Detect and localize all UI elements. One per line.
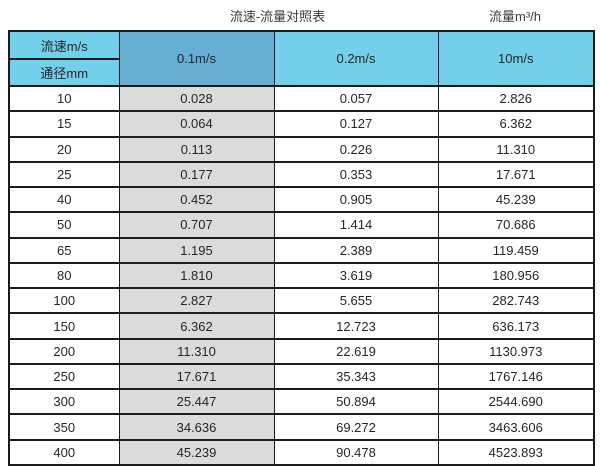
- table-row: 400 45.239 90.478 4523.893: [8, 438, 595, 466]
- column-header-0_2ms: 0.2m/s: [273, 30, 439, 87]
- flow-value-cell: 1767.146: [437, 362, 595, 391]
- diameter-cell: 100: [8, 287, 120, 315]
- flow-value-cell: 25.447: [118, 388, 275, 416]
- header-row-top: 流速m/s 0.1m/s 0.2m/s 10m/s: [8, 30, 595, 87]
- table-body: 10 0.028 0.057 2.826 15 0.064 0.127 6.362 20 0.11…: [8, 84, 595, 466]
- flow-value-cell: 282.743: [437, 287, 595, 315]
- flow-rate-table: 流速m/s 0.1m/s 0.2m/s 10m/s 通径mm 10 0.028 0.…: [8, 30, 595, 466]
- flow-value-cell: 12.723: [273, 312, 439, 340]
- table-row: 150 6.362 12.723 636.173: [8, 312, 595, 340]
- table-row: 200 11.310 22.619 1130.973: [8, 337, 595, 365]
- table-title: 流速-流量对照表: [229, 9, 326, 24]
- flow-value-cell: 1.195: [118, 236, 275, 264]
- diameter-cell: 20: [8, 135, 120, 163]
- table-row: 15 0.064 0.127 6.362: [8, 110, 595, 138]
- flow-value-cell: 1.810: [118, 261, 275, 290]
- flow-value-cell: 0.226: [273, 135, 439, 163]
- table-row: 40 0.452 0.905 45.239: [8, 186, 595, 214]
- column-header-10ms: 10m/s: [437, 30, 595, 87]
- flow-value-cell: 11.310: [118, 337, 275, 365]
- table-row: 65 1.195 2.389 119.459: [8, 236, 595, 264]
- diameter-cell: 350: [8, 413, 120, 441]
- flow-value-cell: 2544.690: [437, 388, 595, 416]
- diameter-cell: 15: [8, 110, 120, 138]
- flow-value-cell: 69.272: [273, 413, 439, 441]
- flow-unit-label: 流量m³/h: [488, 9, 541, 24]
- diameter-cell: 300: [8, 388, 120, 416]
- diameter-cell: 65: [8, 236, 120, 264]
- column-header-0_1ms: 0.1m/s: [118, 30, 275, 87]
- flow-value-cell: 22.619: [273, 337, 439, 365]
- flow-value-cell: 2.826: [437, 84, 595, 113]
- flow-value-cell: 35.343: [273, 362, 439, 391]
- flow-value-cell: 0.028: [118, 84, 275, 113]
- flow-value-cell: 0.905: [273, 186, 439, 214]
- corner-velocity-label: 流速m/s: [8, 30, 120, 60]
- diameter-cell: 250: [8, 362, 120, 391]
- diameter-cell: 400: [8, 438, 120, 466]
- flow-value-cell: 180.956: [437, 261, 595, 290]
- title-bar: 流速-流量对照表 流量m³/h: [0, 0, 600, 30]
- table-row: 100 2.827 5.655 282.743: [8, 287, 595, 315]
- table-row: 20 0.113 0.226 11.310: [8, 135, 595, 163]
- flow-value-cell: 11.310: [437, 135, 595, 163]
- flow-value-cell: 0.177: [118, 160, 275, 189]
- flow-value-cell: 3463.606: [437, 413, 595, 441]
- table-row: 80 1.810 3.619 180.956: [8, 261, 595, 290]
- flow-value-cell: 4523.893: [437, 438, 595, 466]
- header-row-bottom: 通径mm: [8, 58, 594, 87]
- flow-value-cell: 0.127: [273, 110, 439, 138]
- table-row: 10 0.028 0.057 2.826: [8, 84, 595, 113]
- table-row: 350 34.636 69.272 3463.606: [8, 413, 595, 441]
- flow-value-cell: 0.064: [118, 110, 275, 138]
- flow-value-cell: 1130.973: [437, 337, 595, 365]
- flow-value-cell: 0.353: [273, 160, 439, 189]
- flow-value-cell: 3.619: [273, 261, 439, 290]
- flow-value-cell: 90.478: [273, 438, 439, 466]
- table-header: 流速m/s 0.1m/s 0.2m/s 10m/s 通径mm: [8, 30, 595, 87]
- flow-value-cell: 50.894: [273, 388, 439, 416]
- flow-value-cell: 17.671: [437, 160, 595, 189]
- table-row: 50 0.707 1.414 70.686: [8, 211, 595, 239]
- flow-value-cell: 0.452: [118, 186, 275, 214]
- flow-value-cell: 2.389: [273, 236, 439, 264]
- flow-value-cell: 1.414: [273, 211, 439, 239]
- flow-value-cell: 119.459: [437, 236, 595, 264]
- flow-value-cell: 2.827: [118, 287, 275, 315]
- flow-value-cell: 6.362: [118, 312, 275, 340]
- table-row: 250 17.671 35.343 1767.146: [8, 362, 595, 391]
- diameter-cell: 25: [8, 160, 120, 189]
- flow-value-cell: 6.362: [437, 110, 595, 138]
- flow-value-cell: 34.636: [118, 413, 275, 441]
- flow-value-cell: 17.671: [118, 362, 275, 391]
- flow-value-cell: 45.239: [437, 186, 595, 214]
- flow-value-cell: 70.686: [437, 211, 595, 239]
- flow-value-cell: 0.057: [273, 84, 439, 113]
- diameter-cell: 10: [8, 84, 120, 113]
- flow-value-cell: 45.239: [118, 438, 275, 466]
- flow-value-cell: 0.113: [118, 135, 275, 163]
- table-row: 300 25.447 50.894 2544.690: [8, 388, 595, 416]
- corner-diameter-label: 通径mm: [8, 58, 120, 87]
- diameter-cell: 50: [8, 211, 120, 239]
- flow-value-cell: 0.707: [118, 211, 275, 239]
- flow-value-cell: 5.655: [273, 287, 439, 315]
- diameter-cell: 80: [8, 261, 120, 290]
- diameter-cell: 150: [8, 312, 120, 340]
- diameter-cell: 40: [8, 186, 120, 214]
- flow-value-cell: 636.173: [437, 312, 595, 340]
- table-row: 25 0.177 0.353 17.671: [8, 160, 595, 189]
- diameter-cell: 200: [8, 337, 120, 365]
